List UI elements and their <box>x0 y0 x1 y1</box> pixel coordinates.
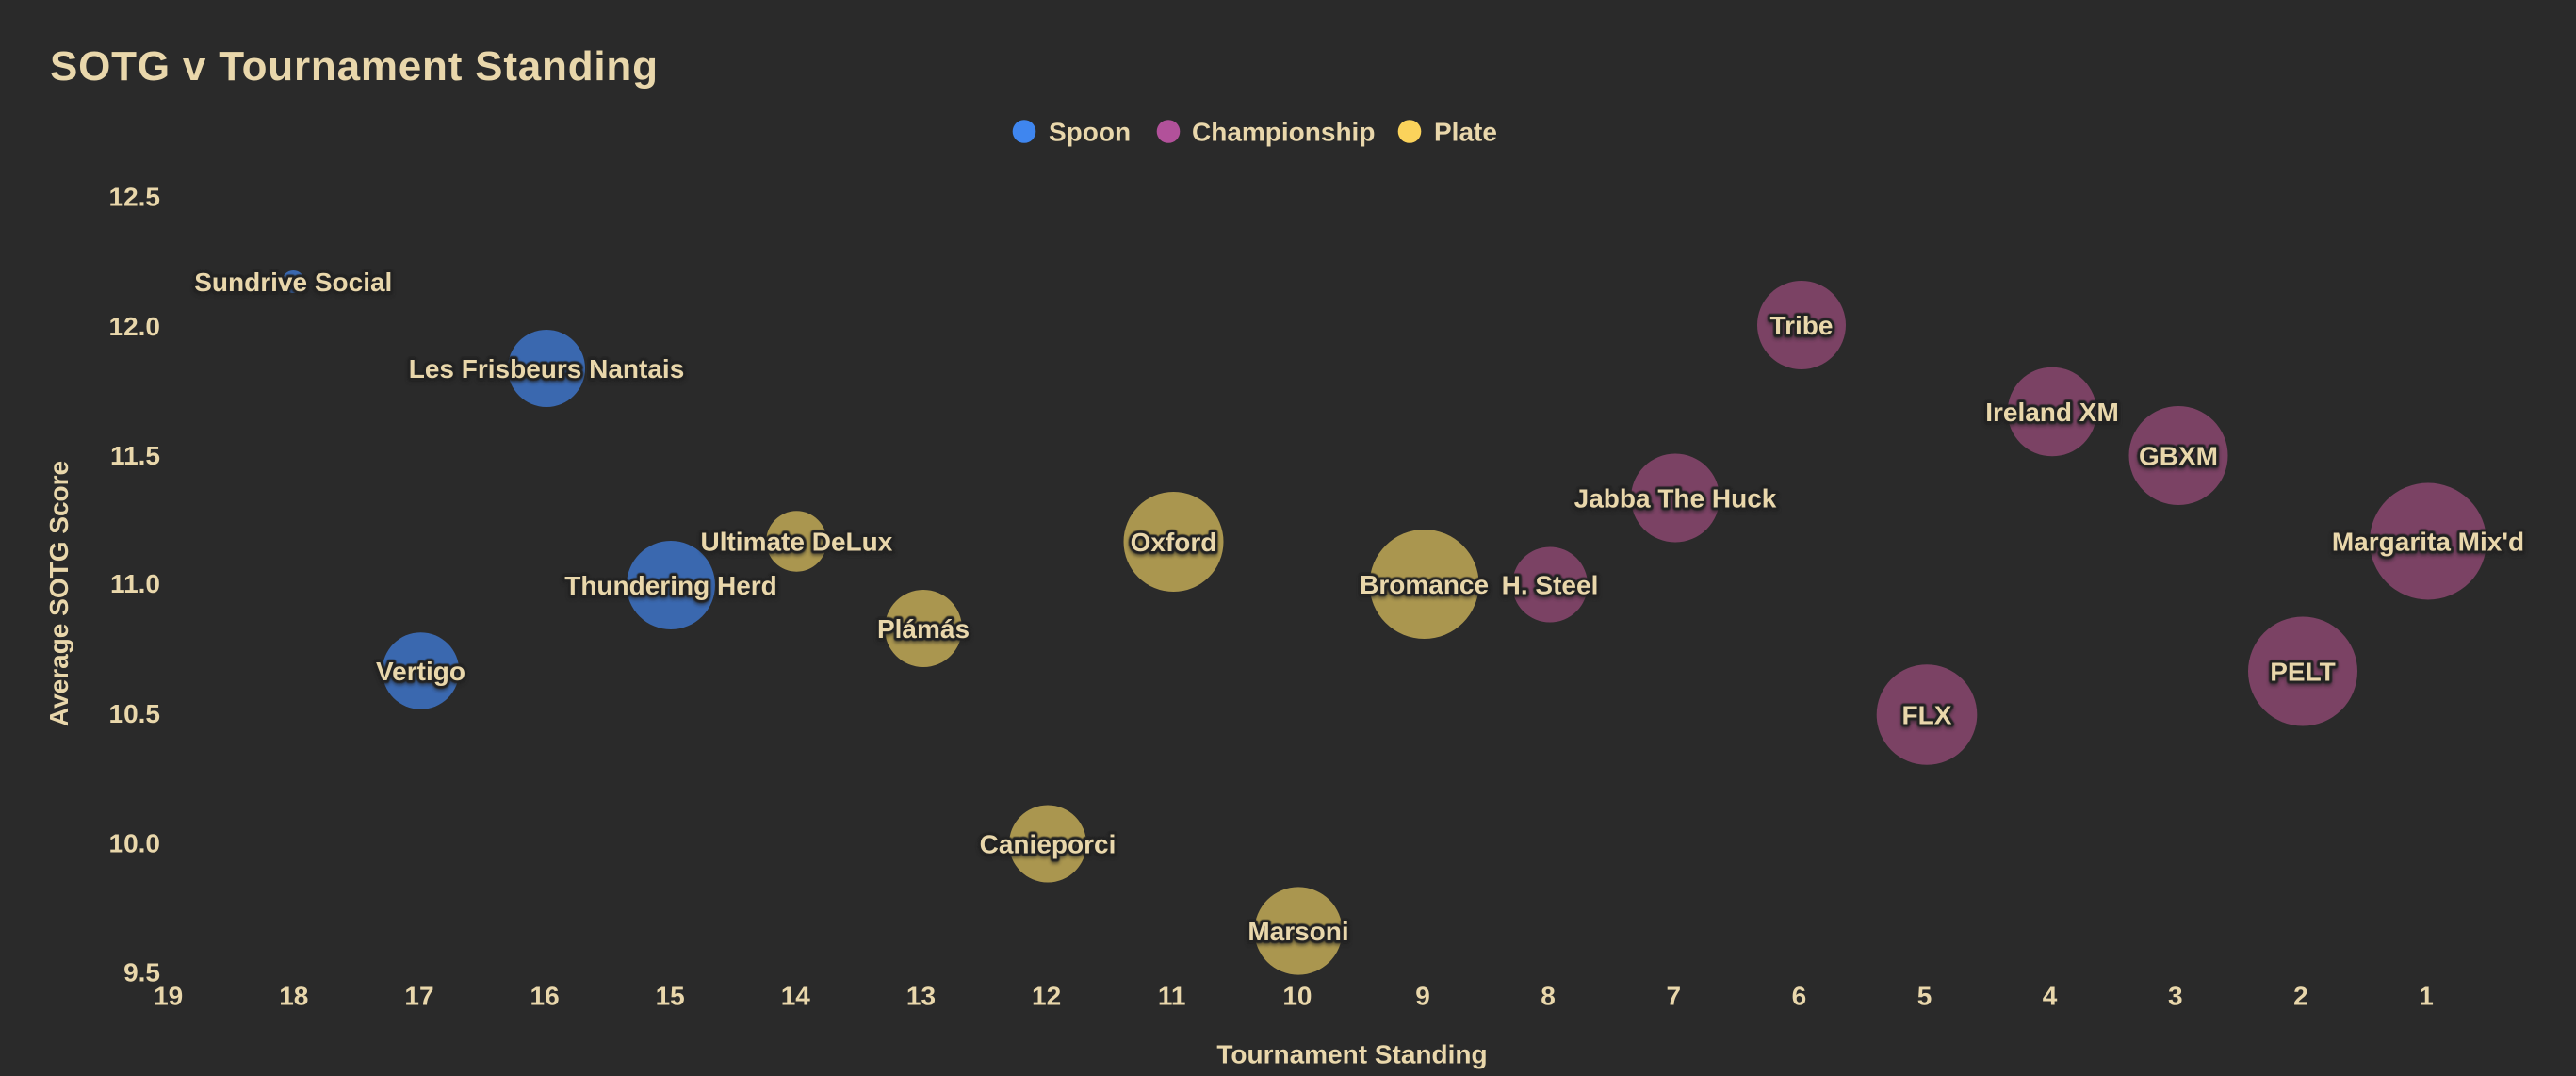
svg-text:Plámás: Plámás <box>877 614 970 644</box>
svg-text:Vertigo: Vertigo <box>376 660 465 689</box>
svg-text:H. Steel: H. Steel <box>1502 571 1599 600</box>
svg-text:10.0: 10.0 <box>109 828 161 857</box>
svg-text:GBXM: GBXM <box>2139 442 2218 471</box>
svg-text:18: 18 <box>279 982 308 1011</box>
svg-text:Bromance: Bromance <box>1360 570 1489 599</box>
svg-text:Sundrive Social: Sundrive Social <box>194 270 392 300</box>
svg-text:Vertigo: Vertigo <box>376 657 465 686</box>
svg-text:Oxford: Oxford <box>1131 530 1217 560</box>
svg-text:Jabba The Huck: Jabba The Huck <box>1574 484 1777 514</box>
svg-text:13: 13 <box>906 982 936 1011</box>
svg-text:H. Steel: H. Steel <box>1502 571 1599 600</box>
svg-text:10.5: 10.5 <box>109 699 161 728</box>
svg-text:PELT: PELT <box>2270 658 2335 687</box>
svg-text:Ireland XM: Ireland XM <box>1985 398 2119 427</box>
svg-text:FLX: FLX <box>1902 701 1952 730</box>
svg-text:Tournament Standing: Tournament Standing <box>1216 1040 1487 1069</box>
svg-text:SOTG v Tournament Standing: SOTG v Tournament Standing <box>50 43 658 90</box>
svg-text:Sundrive Social: Sundrive Social <box>194 268 392 297</box>
svg-text:GBXM: GBXM <box>2139 442 2218 471</box>
svg-text:11: 11 <box>1158 982 1186 1011</box>
svg-text:12.5: 12.5 <box>109 183 161 212</box>
svg-text:Margarita Mix'd: Margarita Mix'd <box>2332 530 2524 559</box>
svg-text:Tribe: Tribe <box>1770 314 1834 343</box>
svg-text:17: 17 <box>404 982 433 1011</box>
svg-text:8: 8 <box>1541 982 1556 1011</box>
svg-text:19: 19 <box>154 982 183 1011</box>
svg-text:Thundering Herd: Thundering Herd <box>564 571 777 600</box>
svg-text:Ultimate DeLux: Ultimate DeLux <box>700 528 892 557</box>
svg-text:4: 4 <box>2043 982 2058 1011</box>
svg-text:5: 5 <box>1917 982 1932 1011</box>
svg-text:11.5: 11.5 <box>110 441 160 470</box>
svg-text:Ultimate DeLux: Ultimate DeLux <box>700 530 892 559</box>
svg-text:Ireland XM: Ireland XM <box>1985 398 2119 427</box>
svg-text:Les Frisbeurs Nantais: Les Frisbeurs Nantais <box>409 354 685 383</box>
svg-text:Tribe: Tribe <box>1770 311 1834 340</box>
svg-text:Canieporci: Canieporci <box>980 830 1117 859</box>
svg-text:Championship: Championship <box>1192 118 1375 147</box>
svg-text:Ultimate DeLux: Ultimate DeLux <box>700 528 892 557</box>
svg-text:Margarita Mix'd: Margarita Mix'd <box>2332 528 2524 557</box>
svg-text:9: 9 <box>1415 982 1430 1011</box>
svg-text:Bromance: Bromance <box>1360 570 1489 599</box>
svg-text:Spoon: Spoon <box>1049 118 1131 147</box>
svg-text:11.0: 11.0 <box>110 569 160 598</box>
svg-text:Margarita Mix'd: Margarita Mix'd <box>2332 528 2524 557</box>
svg-text:Vertigo: Vertigo <box>376 657 465 686</box>
svg-text:Les Frisbeurs Nantais: Les Frisbeurs Nantais <box>409 354 685 383</box>
svg-text:Marsoni: Marsoni <box>1247 917 1348 946</box>
svg-text:Oxford: Oxford <box>1131 528 1217 557</box>
svg-text:Ireland XM: Ireland XM <box>1985 400 2119 430</box>
svg-text:H. Steel: H. Steel <box>1502 573 1599 602</box>
svg-text:16: 16 <box>530 982 560 1011</box>
svg-text:PELT: PELT <box>2270 660 2335 689</box>
svg-text:Average SOTG Score: Average SOTG Score <box>44 461 73 726</box>
svg-text:Canieporci: Canieporci <box>980 832 1117 861</box>
svg-text:Thundering Herd: Thundering Herd <box>564 574 777 603</box>
svg-text:Plámás: Plámás <box>877 617 970 646</box>
svg-text:Bromance: Bromance <box>1360 573 1489 602</box>
svg-text:Jabba The Huck: Jabba The Huck <box>1574 486 1777 515</box>
svg-text:Plate: Plate <box>1434 118 1497 147</box>
svg-text:Sundrive Social: Sundrive Social <box>194 268 392 297</box>
svg-text:FLX: FLX <box>1902 701 1952 730</box>
svg-text:2: 2 <box>2293 982 2308 1011</box>
svg-text:GBXM: GBXM <box>2139 444 2218 473</box>
svg-text:1: 1 <box>2419 982 2434 1011</box>
svg-text:Plámás: Plámás <box>877 614 970 644</box>
svg-text:Tribe: Tribe <box>1770 311 1834 340</box>
svg-text:FLX: FLX <box>1902 703 1952 732</box>
svg-text:9.5: 9.5 <box>123 958 160 987</box>
svg-text:7: 7 <box>1667 982 1682 1011</box>
svg-text:Thundering Herd: Thundering Herd <box>564 571 777 600</box>
svg-text:6: 6 <box>1792 982 1807 1011</box>
svg-text:12.0: 12.0 <box>109 312 161 341</box>
svg-text:10: 10 <box>1282 982 1312 1011</box>
svg-text:12: 12 <box>1032 982 1061 1011</box>
svg-text:3: 3 <box>2168 982 2183 1011</box>
svg-text:Marsoni: Marsoni <box>1247 917 1348 946</box>
svg-text:Oxford: Oxford <box>1131 528 1217 557</box>
svg-text:PELT: PELT <box>2270 658 2335 687</box>
svg-text:Canieporci: Canieporci <box>980 830 1117 859</box>
svg-text:Jabba The Huck: Jabba The Huck <box>1574 484 1777 514</box>
svg-text:Les Frisbeurs Nantais: Les Frisbeurs Nantais <box>409 357 685 386</box>
svg-text:Marsoni: Marsoni <box>1247 920 1348 949</box>
svg-text:15: 15 <box>656 982 685 1011</box>
svg-text:14: 14 <box>781 982 811 1011</box>
